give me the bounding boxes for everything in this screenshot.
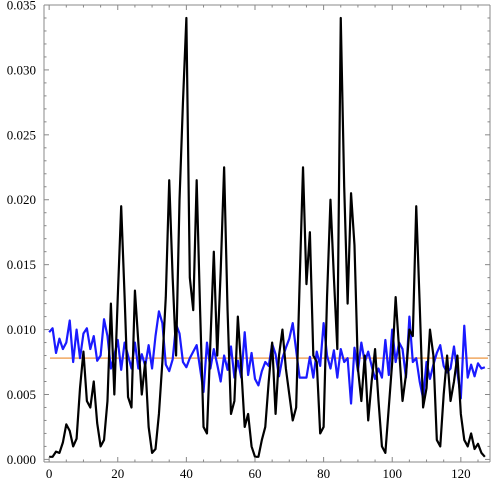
x-tick-label: 0 bbox=[46, 466, 53, 481]
x-tick-label: 100 bbox=[382, 466, 402, 481]
y-tick-label: 0.020 bbox=[7, 192, 36, 207]
black-series-line bbox=[49, 16, 486, 458]
x-tick-label: 20 bbox=[111, 466, 124, 481]
y-tick-label: 0.025 bbox=[7, 127, 36, 142]
axis-tick-labels: 0 20 40 60 80 100 120 0.000 0.005 0.010 0.015 0.020… bbox=[7, 0, 471, 481]
y-tick-label: 0.015 bbox=[7, 257, 36, 272]
y-tick-label: 0.030 bbox=[7, 62, 36, 77]
blue-series-line bbox=[48, 310, 486, 405]
x-tick-label: 80 bbox=[317, 466, 330, 481]
y-tick-label: 0.000 bbox=[7, 452, 36, 467]
axis-ticks bbox=[44, 4, 490, 462]
series-layer bbox=[48, 16, 486, 458]
x-tick-label: 120 bbox=[451, 466, 471, 481]
y-tick-label: 0.005 bbox=[7, 387, 36, 402]
x-tick-label: 40 bbox=[180, 466, 193, 481]
x-tick-label: 60 bbox=[248, 466, 261, 481]
y-tick-label: 0.010 bbox=[7, 322, 36, 337]
y-tick-label: 0.035 bbox=[7, 0, 36, 13]
plot-frame bbox=[43, 4, 491, 463]
